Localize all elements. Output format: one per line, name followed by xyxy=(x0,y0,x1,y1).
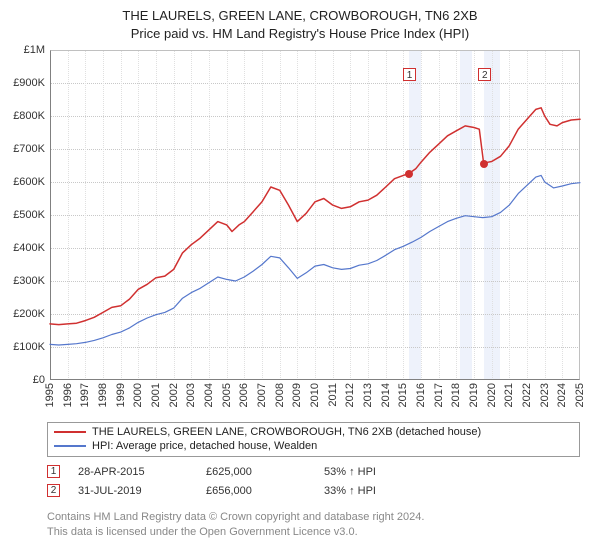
sale-price: £625,000 xyxy=(206,466,306,478)
x-tick-label: 2015 xyxy=(397,383,409,407)
x-tick-label: 2021 xyxy=(503,383,515,407)
x-tick-label: 2018 xyxy=(450,383,462,407)
x-tick-label: 1998 xyxy=(97,383,109,407)
y-tick-label: £700K xyxy=(5,143,45,155)
x-tick-label: 2010 xyxy=(309,383,321,407)
y-tick-label: £600K xyxy=(5,176,45,188)
sale-price: £656,000 xyxy=(206,485,306,497)
legend-label-property: THE LAURELS, GREEN LANE, CROWBOROUGH, TN… xyxy=(92,426,481,438)
sale-date: 31-JUL-2019 xyxy=(78,485,188,497)
x-tick-label: 2016 xyxy=(415,383,427,407)
footer-line: This data is licensed under the Open Gov… xyxy=(47,525,580,540)
x-tick-label: 2002 xyxy=(168,383,180,407)
legend-item-hpi: HPI: Average price, detached house, Weal… xyxy=(54,439,573,453)
y-tick-label: £200K xyxy=(5,308,45,320)
x-tick-label: 2012 xyxy=(344,383,356,407)
x-tick-label: 2014 xyxy=(380,383,392,407)
sales-row: 2 31-JUL-2019 £656,000 33% ↑ HPI xyxy=(47,481,580,500)
plot-area xyxy=(50,50,580,380)
x-tick-label: 2003 xyxy=(185,383,197,407)
y-tick-label: £900K xyxy=(5,77,45,89)
x-tick-label: 2005 xyxy=(221,383,233,407)
x-tick-label: 1996 xyxy=(62,383,74,407)
sale-delta: 33% ↑ HPI xyxy=(324,485,464,497)
x-tick-label: 2006 xyxy=(238,383,250,407)
sale-marker-icon: 1 xyxy=(47,465,60,478)
x-tick-label: 2024 xyxy=(556,383,568,407)
x-tick-label: 2017 xyxy=(433,383,445,407)
footer: Contains HM Land Registry data © Crown c… xyxy=(47,510,580,540)
x-tick-label: 2020 xyxy=(486,383,498,407)
sale-date: 28-APR-2015 xyxy=(78,466,188,478)
x-tick-label: 2011 xyxy=(327,383,339,407)
sale-marker-box: 2 xyxy=(478,68,491,81)
y-tick-label: £400K xyxy=(5,242,45,254)
x-tick-label: 2004 xyxy=(203,383,215,407)
x-tick-label: 2000 xyxy=(132,383,144,407)
x-tick-label: 2008 xyxy=(274,383,286,407)
y-tick-label: £300K xyxy=(5,275,45,287)
x-tick-label: 2013 xyxy=(362,383,374,407)
x-tick-label: 1997 xyxy=(79,383,91,407)
legend-swatch-property xyxy=(54,431,86,433)
y-tick-label: £100K xyxy=(5,341,45,353)
sales-row: 1 28-APR-2015 £625,000 53% ↑ HPI xyxy=(47,462,580,481)
x-tick-label: 2001 xyxy=(150,383,162,407)
footer-line: Contains HM Land Registry data © Crown c… xyxy=(47,510,580,525)
legend-label-hpi: HPI: Average price, detached house, Weal… xyxy=(92,440,317,452)
x-tick-label: 2025 xyxy=(574,383,586,407)
chart-subtitle: Price paid vs. HM Land Registry's House … xyxy=(0,24,600,42)
sale-marker-box: 1 xyxy=(403,68,416,81)
legend-item-property: THE LAURELS, GREEN LANE, CROWBOROUGH, TN… xyxy=(54,425,573,439)
sale-delta: 53% ↑ HPI xyxy=(324,466,464,478)
x-tick-label: 2007 xyxy=(256,383,268,407)
x-tick-label: 2019 xyxy=(468,383,480,407)
y-tick-label: £500K xyxy=(5,209,45,221)
x-tick-label: 2022 xyxy=(521,383,533,407)
x-tick-label: 1995 xyxy=(44,383,56,407)
x-tick-label: 2009 xyxy=(291,383,303,407)
y-tick-label: £1M xyxy=(5,44,45,56)
legend: THE LAURELS, GREEN LANE, CROWBOROUGH, TN… xyxy=(47,422,580,457)
x-tick-label: 1999 xyxy=(115,383,127,407)
chart-container: THE LAURELS, GREEN LANE, CROWBOROUGH, TN… xyxy=(0,0,600,560)
y-tick-label: £0 xyxy=(5,374,45,386)
legend-swatch-hpi xyxy=(54,445,86,447)
x-tick-label: 2023 xyxy=(539,383,551,407)
y-tick-label: £800K xyxy=(5,110,45,122)
sale-marker-icon: 2 xyxy=(47,484,60,497)
sales-table: 1 28-APR-2015 £625,000 53% ↑ HPI 2 31-JU… xyxy=(47,462,580,500)
chart-title: THE LAURELS, GREEN LANE, CROWBOROUGH, TN… xyxy=(0,0,600,24)
